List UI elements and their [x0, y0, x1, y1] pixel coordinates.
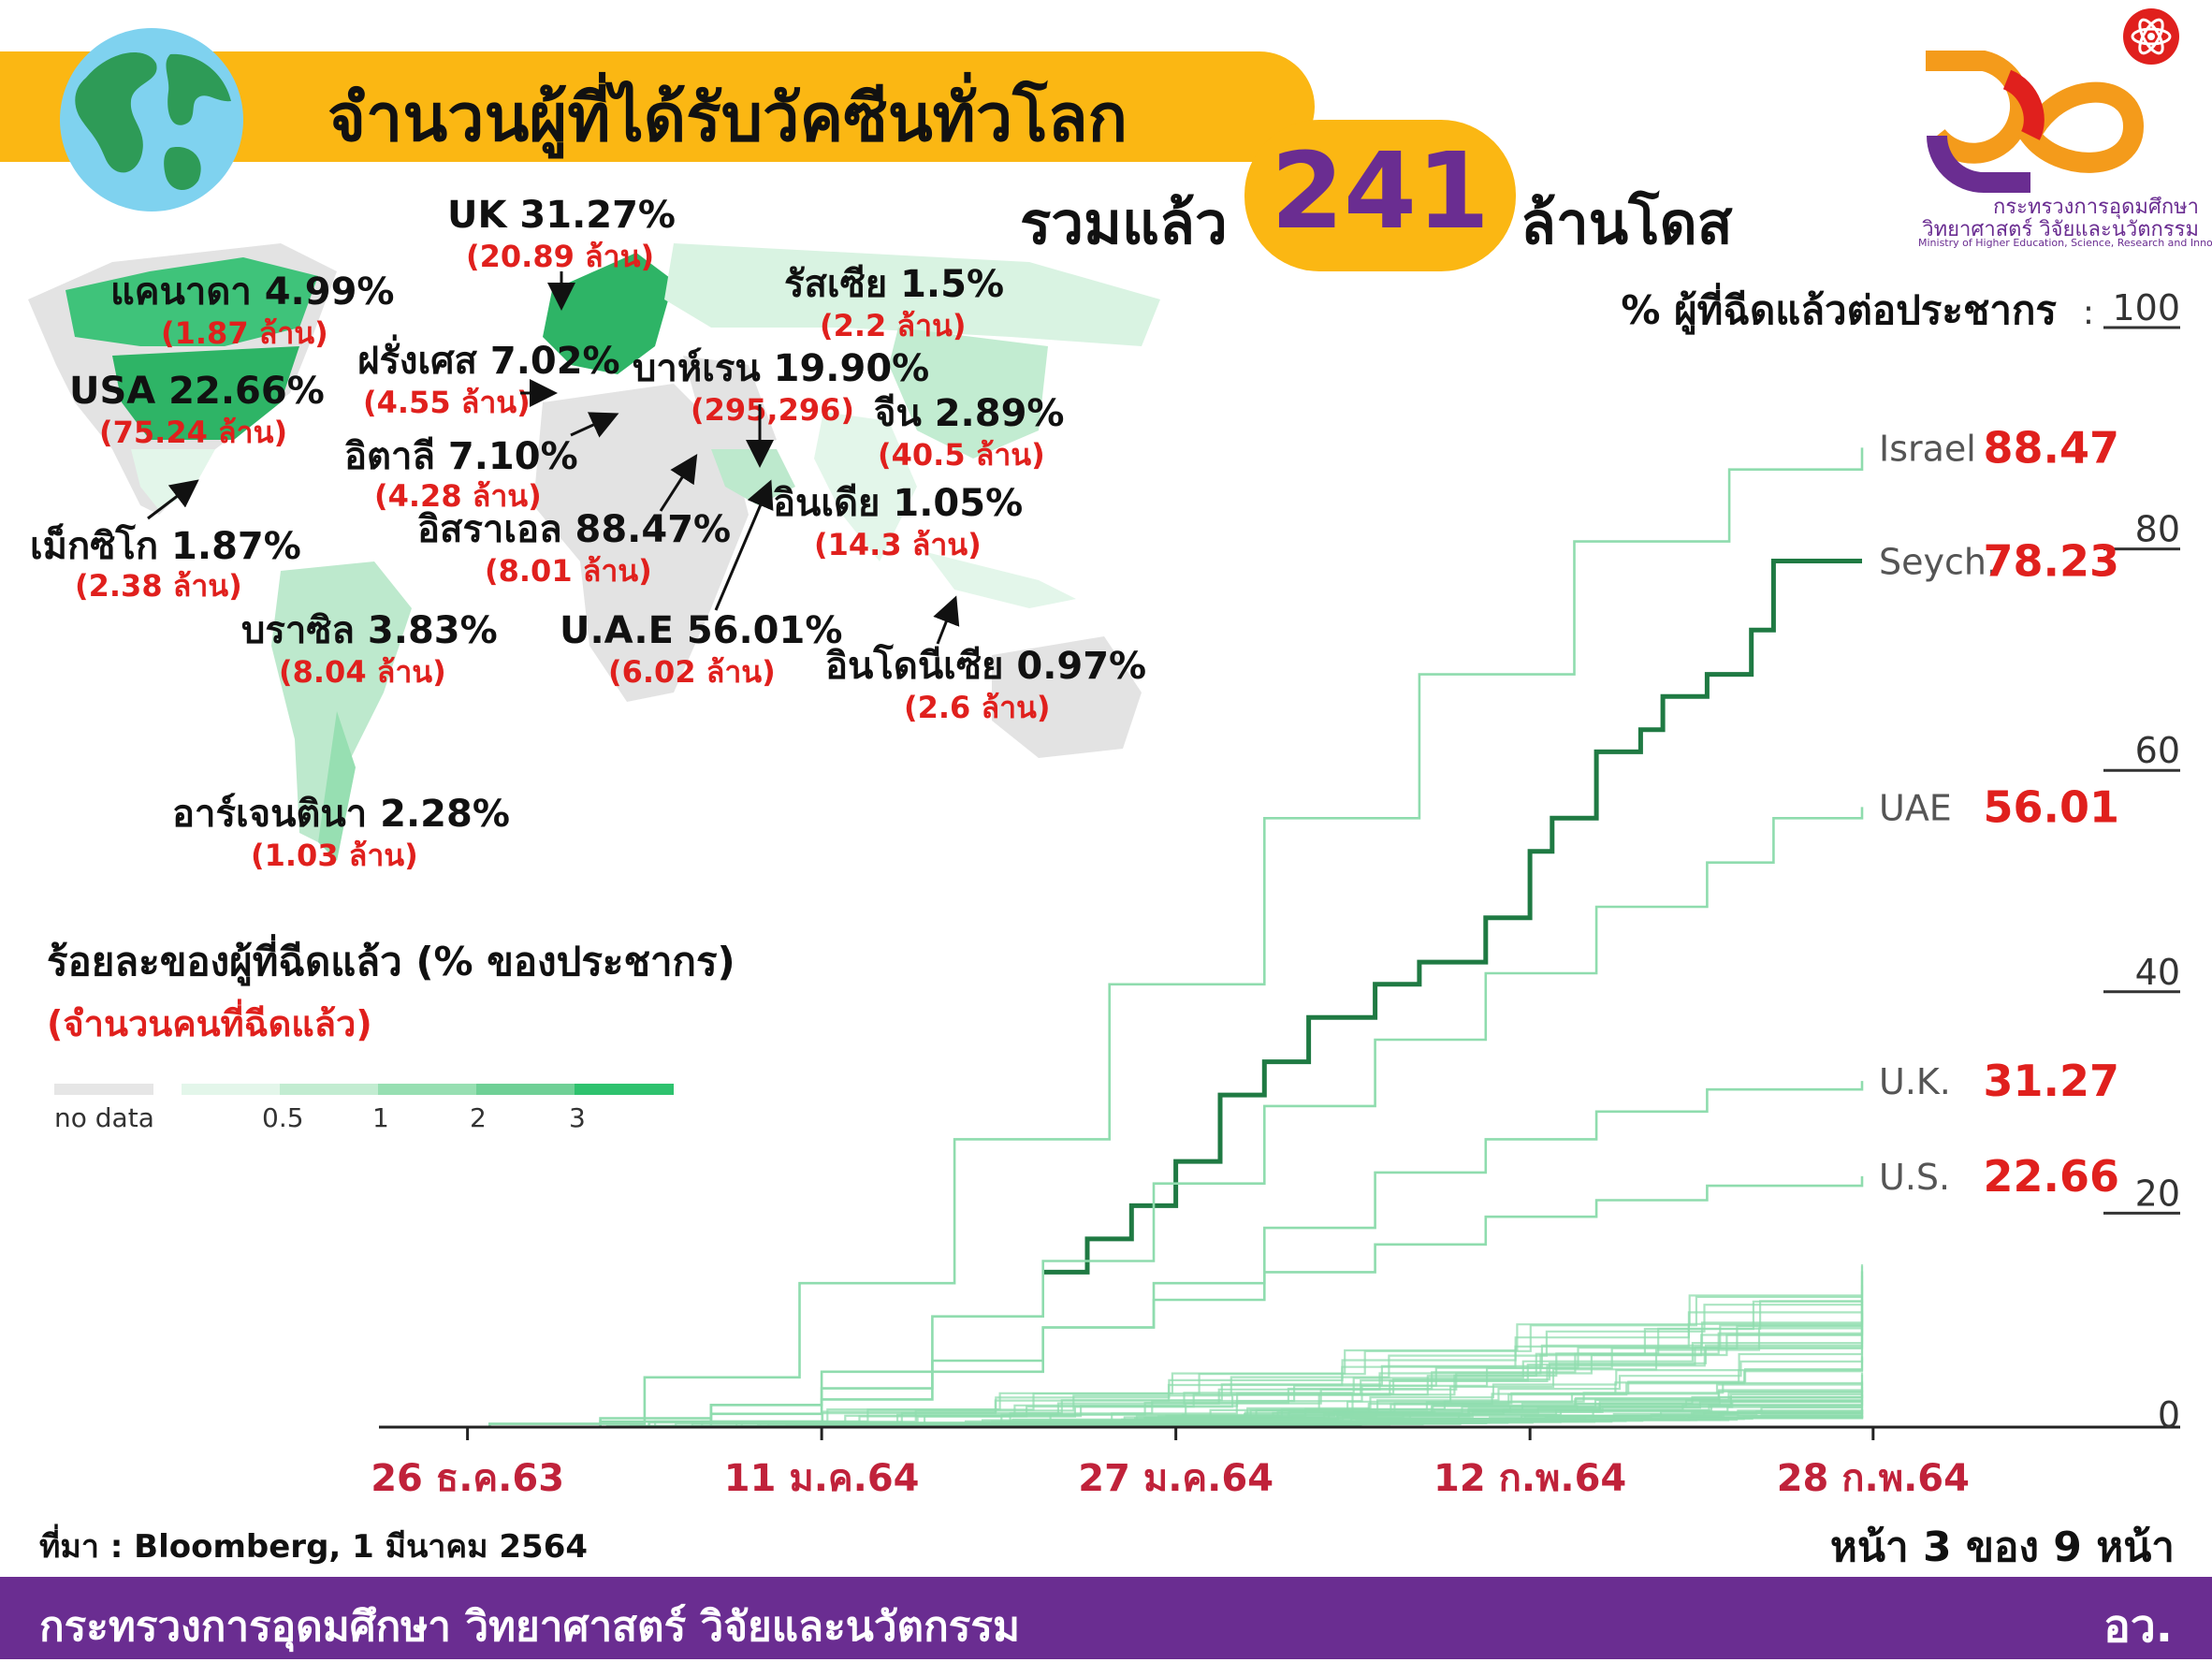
total-badge: [1244, 120, 1516, 271]
legend-swatch: [280, 1084, 378, 1095]
legend-label: 2: [470, 1102, 487, 1133]
country-mexico: เม็กซิโก 1.87%: [30, 525, 301, 568]
legend-subtitle: (จำนวนคนที่ฉีดแล้ว): [47, 1003, 372, 1044]
legend-label: 3: [569, 1102, 586, 1133]
legend-label-no-data: no data: [54, 1102, 154, 1133]
y-tick-label: 80: [2135, 509, 2180, 550]
background-country-lines: [428, 1264, 1864, 1429]
legend-title: ร้อยละของผู้ที่ฉีดแล้ว (% ของประชากร): [47, 939, 735, 984]
country-argentina: อาร์เจนตินา 2.28%: [172, 793, 510, 836]
ministry-logo: [1926, 51, 2145, 193]
chart-labels: % ผู้ที่ฉีดแล้วต่อประชากร: Israel 88.47 Sey…: [1621, 283, 2119, 1202]
country-china: จีน 2.89%: [874, 392, 1065, 435]
legend-swatch: [378, 1084, 476, 1095]
chart-axes: 26 ธ.ค.63 11 ม.ค.64 27 ม.ค.64 12 ก.พ.64 28 ก…: [371, 287, 2180, 1500]
legend-label: 0.5: [262, 1102, 304, 1133]
series-line-israel: [379, 447, 1864, 1429]
country-italy: อิตาลี 7.10%: [344, 435, 578, 478]
atom-icon: [2123, 8, 2179, 65]
source-note: ที่มา : Bloomberg, 1 มีนาคม 2564: [39, 1528, 589, 1566]
country-bahrain-amount: (295,296): [691, 392, 854, 428]
total-suffix: ล้านโดส: [1521, 189, 1733, 257]
series-value-label: 56.01: [1983, 781, 2119, 832]
country-bahrain: บาห์เรน 19.90%: [633, 347, 930, 390]
footer-bar: [0, 1577, 2212, 1659]
series-value-label: 88.47: [1983, 422, 2119, 473]
x-tick-label: 26 ธ.ค.63: [371, 1457, 564, 1500]
x-tick-label: 27 ม.ค.64: [1078, 1457, 1273, 1500]
country-india-amount: (14.3 ล้าน): [814, 527, 982, 562]
legend-swatch: [476, 1084, 575, 1095]
world-map: [28, 243, 1160, 861]
country-brazil-amount: (8.04 ล้าน): [279, 654, 446, 690]
legend-swatch: [575, 1084, 674, 1095]
country-france-amount: (4.55 ล้าน): [363, 385, 531, 420]
country-brazil: บราซิล 3.83%: [241, 609, 498, 652]
country-china-amount: (40.5 ล้าน): [878, 437, 1045, 473]
footer-ministry: กระทรวงการอุดมศึกษา วิทยาศาสตร์ วิจัยและ…: [39, 1603, 1021, 1651]
total-value: 241: [1271, 131, 1490, 253]
series-name-label: U.S.: [1879, 1157, 1950, 1198]
logo-line-3: Ministry of Higher Education, Science, R…: [1918, 237, 2212, 249]
logo-line-2: วิทยาศาสตร์ วิจัยและนวัตกรรม: [1922, 218, 2199, 241]
globe-icon: [60, 28, 243, 211]
series-name-label: UAE: [1879, 787, 1952, 828]
country-france: ฝรั่งเศส 7.02%: [357, 340, 620, 383]
country-usa: USA 22.66%: [69, 370, 325, 413]
y-tick-label: 60: [2135, 730, 2180, 771]
country-usa-amount: (75.24 ล้าน): [99, 415, 288, 450]
page-indicator: หน้า 3 ของ 9 หน้า: [1829, 1524, 2175, 1571]
country-line: [779, 1313, 1864, 1429]
country-indonesia-amount: (2.6 ล้าน): [904, 690, 1051, 725]
country-line: [575, 1313, 1864, 1429]
country-indonesia: อินโดนีเซีย 0.97%: [825, 645, 1147, 688]
series-lines: [379, 447, 1864, 1429]
country-russia-amount: (2.2 ล้าน): [820, 308, 967, 343]
series-value-label: 22.66: [1983, 1151, 2119, 1202]
y-axis-prefix: :: [2083, 294, 2094, 332]
y-tick-label: 100: [2112, 287, 2180, 328]
series-value-label: 78.23: [1983, 536, 2119, 587]
legend-swatch-no-data: [54, 1084, 153, 1095]
country-uk-amount: (20.89 ล้าน): [466, 239, 655, 274]
country-india: อินเดีย 1.05%: [773, 482, 1024, 525]
x-tick-label: 28 ก.พ.64: [1777, 1457, 1970, 1500]
series-line-uae: [600, 807, 1864, 1429]
logo-line-1: กระทรวงการอุดมศึกษา: [1993, 196, 2199, 219]
x-tick-label: 11 ม.ค.64: [724, 1457, 920, 1500]
y-tick-label: 20: [2135, 1173, 2180, 1214]
chart-title: % ผู้ที่ฉีดแล้วต่อประชากร: [1621, 283, 2057, 335]
x-tick-label: 12 ก.พ.64: [1433, 1457, 1626, 1500]
country-canada: แคนาดา 4.99%: [110, 270, 395, 313]
total-prefix: รวมแล้ว: [1020, 189, 1228, 257]
country-uae: U.A.E 56.01%: [560, 609, 843, 652]
country-uae-amount: (6.02 ล้าน): [608, 654, 776, 690]
y-tick-label: 0: [2158, 1394, 2180, 1436]
series-name-label: U.K.: [1879, 1061, 1951, 1102]
country-uk: UK 31.27%: [447, 194, 677, 237]
legend-label: 1: [372, 1102, 389, 1133]
country-israel: อิสราเอล 88.47%: [417, 508, 732, 551]
series-name-label: Seych.: [1879, 542, 1998, 583]
series-value-label: 31.27: [1983, 1056, 2119, 1106]
series-line-us: [379, 1175, 1864, 1429]
country-israel-amount: (8.01 ล้าน): [485, 553, 652, 589]
footer-abbreviation: อว.: [2103, 1600, 2173, 1653]
country-russia: รัสเซีย 1.5%: [784, 263, 1005, 306]
country-line: [482, 1264, 1864, 1429]
country-line: [600, 1276, 1864, 1429]
legend-swatch: [182, 1084, 280, 1095]
country-argentina-amount: (1.03 ล้าน): [251, 838, 418, 873]
country-line: [861, 1302, 1864, 1429]
country-canada-amount: (1.87 ล้าน): [161, 315, 328, 351]
country-mexico-amount: (2.38 ล้าน): [75, 568, 242, 604]
y-tick-label: 40: [2135, 952, 2180, 993]
page-title: จำนวนผู้ที่ได้รับวัคซีนทั่วโลก: [327, 80, 1128, 156]
series-name-label: Israel: [1879, 428, 1976, 469]
series-line-seych: [1042, 559, 1862, 1275]
country-italy-amount: (4.28 ล้าน): [374, 478, 542, 514]
